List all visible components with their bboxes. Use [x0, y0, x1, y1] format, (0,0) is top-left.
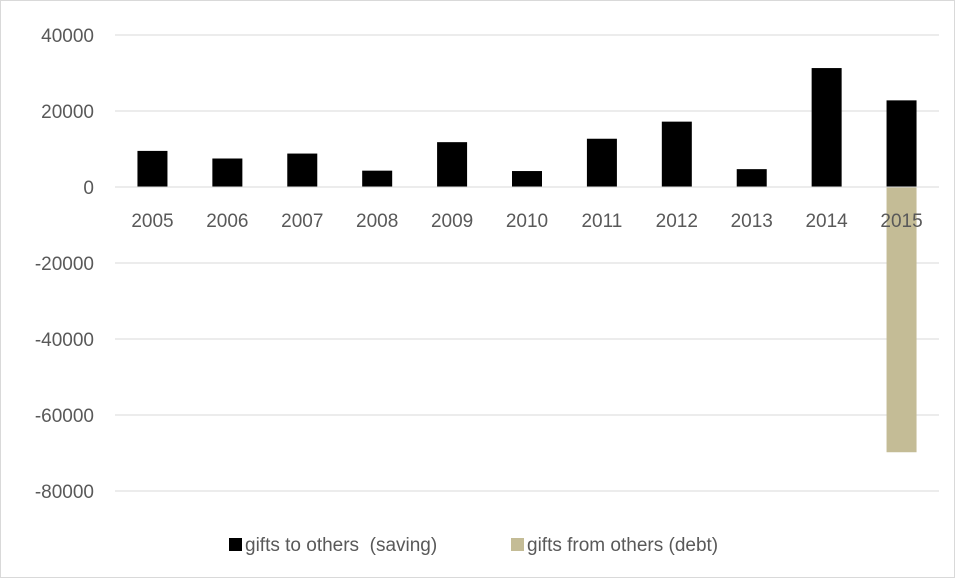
x-tick-label: 2008 [356, 211, 398, 232]
y-tick-label: -40000 [35, 330, 94, 351]
bar [586, 138, 617, 187]
y-tick-label: 20000 [41, 102, 94, 123]
y-tick-label: 0 [83, 178, 94, 199]
legend-swatch [229, 538, 242, 551]
bar [212, 158, 243, 187]
y-tick-label: 40000 [41, 26, 94, 47]
x-tick-label: 2005 [131, 211, 173, 232]
bar [137, 150, 168, 187]
x-tick-label: 2013 [731, 211, 773, 232]
bar [661, 121, 692, 187]
legend-label: gifts to others (saving) [245, 535, 437, 556]
bar [437, 142, 468, 187]
x-tick-label: 2007 [281, 211, 323, 232]
bar [287, 153, 318, 187]
y-tick-label: -60000 [35, 406, 94, 427]
x-tick-label: 2015 [880, 211, 922, 232]
legend-swatch [511, 538, 524, 551]
legend: gifts to others (saving) gifts from other… [229, 535, 718, 556]
x-tick-label: 2006 [206, 211, 248, 232]
x-tick-label: 2014 [805, 211, 848, 232]
y-tick-label: -80000 [35, 482, 94, 503]
legend-label: gifts from others (debt) [527, 535, 718, 556]
bar [736, 169, 767, 187]
gridlines [115, 34, 939, 492]
bar [512, 171, 542, 187]
y-axis-labels: 40000 20000 0 -20000 -40000 -60000 -80000 [35, 26, 94, 503]
bar [886, 187, 917, 453]
x-tick-label: 2011 [581, 211, 622, 232]
bar [362, 170, 393, 187]
bar [811, 68, 842, 187]
x-tick-label: 2009 [431, 211, 473, 232]
bars [137, 68, 917, 453]
legend-item: gifts to others (saving) [229, 535, 437, 556]
x-tick-label: 2012 [656, 211, 698, 232]
bar [886, 100, 917, 187]
legend-item: gifts from others (debt) [511, 535, 718, 556]
x-tick-label: 2010 [506, 211, 548, 232]
x-axis-labels: 2005 2006 2007 2008 2009 2010 2011 2012 2013 2014… [131, 211, 922, 232]
y-tick-label: -20000 [35, 254, 94, 275]
